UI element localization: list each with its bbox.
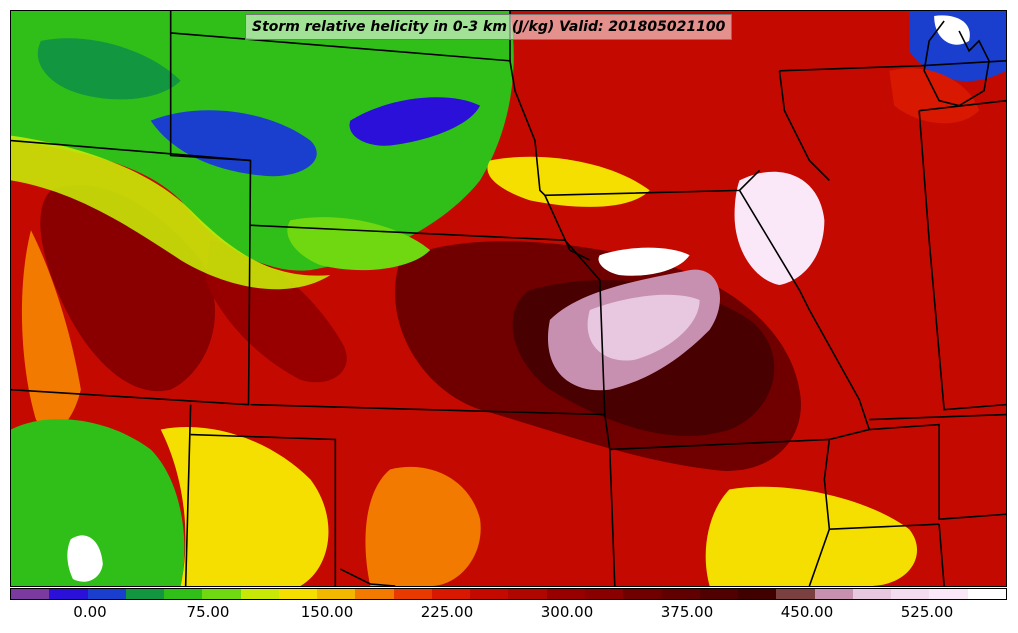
state-line [918,110,1006,411]
low-helicity-darkgreen-patch [37,38,181,100]
high-helicity-white-core [734,171,825,286]
state-line [339,568,396,586]
colorbar-swatch [852,589,892,599]
colorbar-tick-label: 450.00 [780,603,834,621]
map-canvas [11,11,1006,586]
map-title: Storm relative helicity in 0-3 km (J/kg)… [245,14,733,40]
high-helicity-white-streak [598,247,690,276]
state-line [869,413,1006,421]
state-line [11,139,251,162]
colorbar-tick-label: 225.00 [420,603,474,621]
colorbar-swatch [546,589,585,599]
northeast-blue-patch [909,11,1006,82]
colorbar-swatch [738,589,777,599]
colorbar-tick-label: 300.00 [540,603,594,621]
colorbar-swatch [508,589,547,599]
colorbar-swatch [317,589,356,599]
colorbar [10,588,1007,600]
state-line [184,404,192,586]
high-helicity-light-pink [587,294,700,361]
southwest-yellow-region [160,427,329,586]
south-orange-region [365,466,481,586]
colorbar-tick-label: 75.00 [186,603,230,621]
helicity-map [10,10,1007,587]
colorbar-swatch [11,589,50,599]
state-line [779,60,1006,72]
colorbar-ticks: 0.00 75.00 150.00 225.00 300.00 375.00 450.00 5… [10,603,1007,623]
colorbar-swatch [623,589,662,599]
colorbar-swatch [431,589,471,599]
southwest-white-patch [67,535,103,582]
state-line [829,523,940,530]
state-line [609,438,831,586]
colorbar-swatch [164,589,203,599]
colorbar-swatch [814,589,853,599]
south-yellow-region [705,486,918,586]
state-line [869,423,1006,521]
colorbar-swatch [202,589,241,599]
state-line [778,70,830,181]
state-line [923,20,990,107]
colorbar-swatch [355,589,394,599]
colorbar-tick-label: 0.00 [73,603,107,621]
state-line [938,524,945,586]
colorbar-swatch [393,589,432,599]
colorbar-swatch [470,589,509,599]
colorbar-swatch [967,589,1006,599]
colorbar-swatch [661,589,700,599]
state-line [190,433,337,586]
low-helicity-blue-patch [150,110,317,177]
colorbar-tick-label: 150.00 [300,603,354,621]
low-helicity-yellowgreen-fringe [11,135,331,290]
northeast-red-patch [889,68,980,124]
colorbar-swatch [699,589,739,599]
green-band-center [287,217,431,271]
low-helicity-blue-streak [349,97,481,146]
colorbar-swatch [891,589,930,599]
southwest-green-region [11,419,185,586]
colorbar-swatch [125,589,165,599]
colorbar-swatch [87,589,126,599]
colorbar-tick-label: 525.00 [900,603,954,621]
colorbar-swatch [278,589,318,599]
colorbar-swatch [240,589,279,599]
state-line [544,195,591,261]
colorbar-tick-label: 375.00 [660,603,714,621]
state-line [738,189,871,441]
colorbar-swatch [776,589,815,599]
colorbar-swatch [49,589,88,599]
state-line [170,32,761,197]
colorbar-swatch [929,589,968,599]
state-boundaries [11,11,1006,586]
orange-band-west [21,230,81,430]
colorbar-swatch [584,589,624,599]
state-line [250,224,606,416]
state-line [919,99,1006,112]
